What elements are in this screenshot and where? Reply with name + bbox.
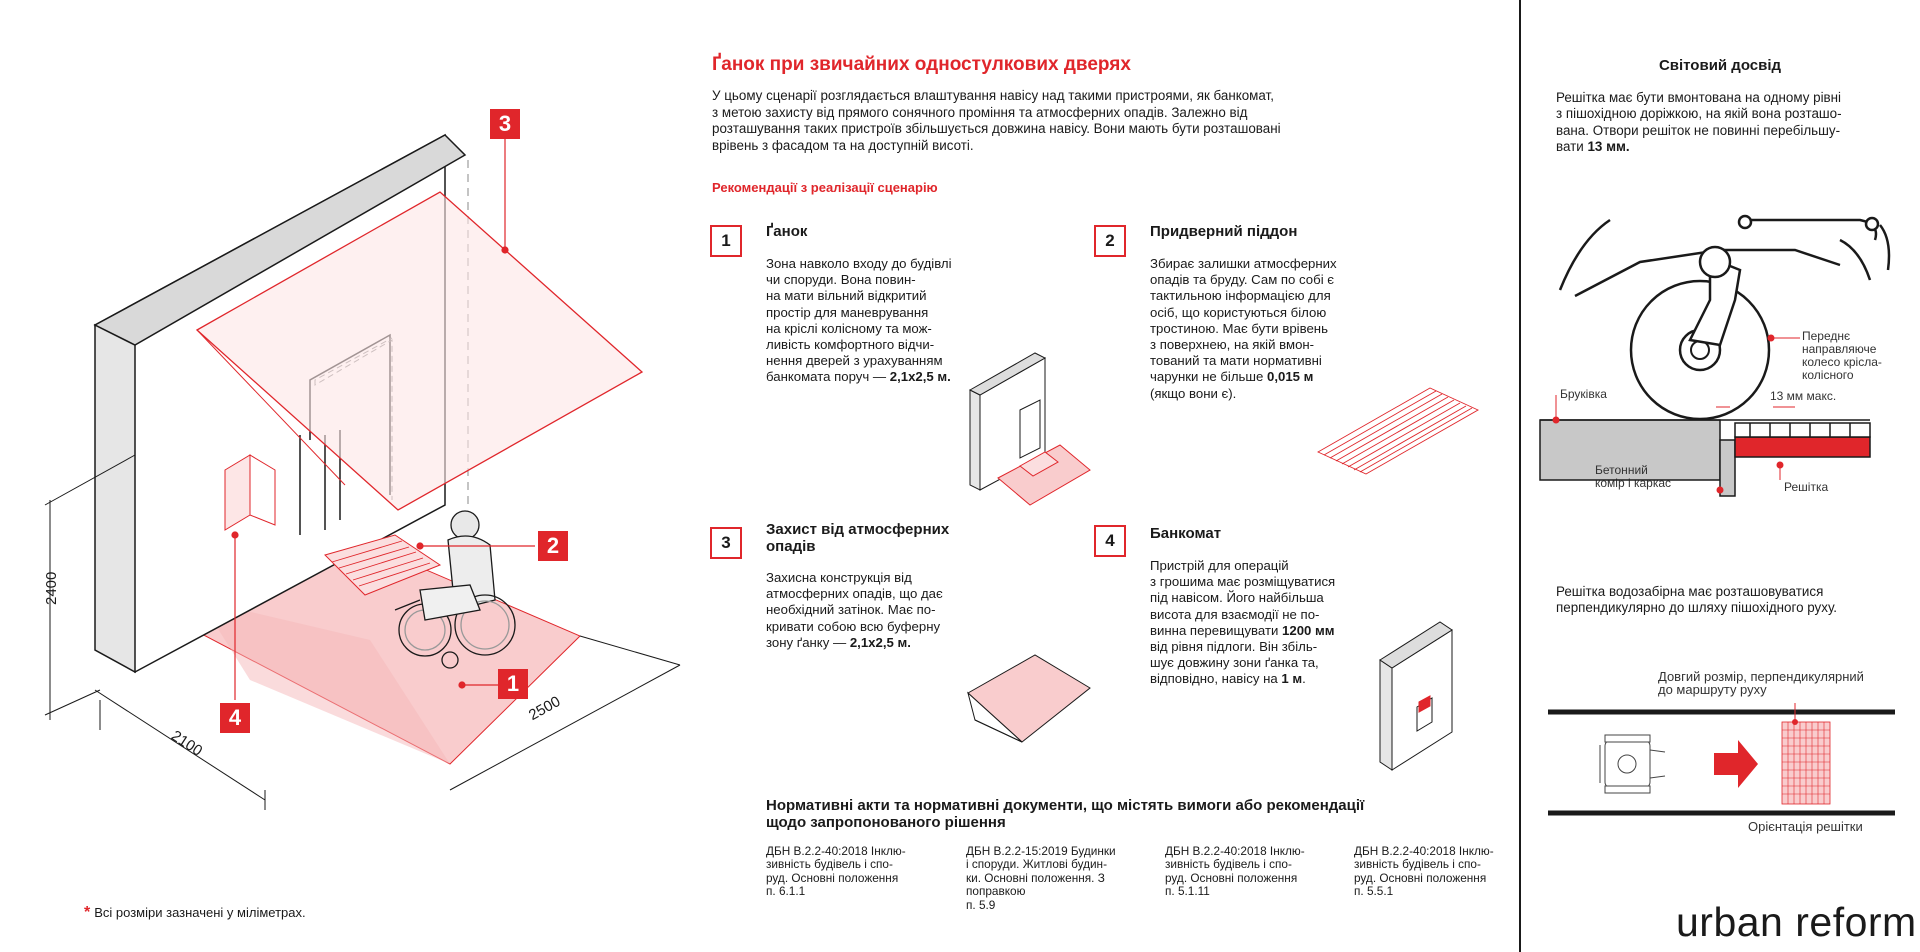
direction-arrow bbox=[1714, 740, 1758, 788]
intro-text: У цьому сценарії розглядається влаштуван… bbox=[712, 88, 1281, 153]
norm-doc-1: ДБН В.2.2-40:2018 Інклю- зивність будіве… bbox=[766, 844, 906, 899]
atm-mini-illustration bbox=[1379, 621, 1453, 771]
porch-mini-illustration bbox=[968, 352, 1091, 506]
page-title: Ґанок при звичайних одностулкових дверях bbox=[712, 54, 1131, 75]
label-long-side: Довгий розмір, перпендикулярний до маршр… bbox=[1658, 669, 1864, 697]
rec-1-number: 1 bbox=[710, 225, 742, 257]
entrance-isometric-illustration bbox=[44, 120, 681, 810]
canopy bbox=[195, 191, 644, 511]
rec-2-text: Збирає залишки атмосферних опадів та бру… bbox=[1150, 256, 1337, 401]
urban-reform-logo: urban reform bbox=[1676, 899, 1917, 945]
badge-2: 2 bbox=[538, 531, 568, 561]
world-text-1: Решітка має бути вмонтована на одному рі… bbox=[1556, 90, 1842, 155]
rec-3-text: Захисна конструкція від атмосферних опад… bbox=[766, 570, 943, 650]
label-13mm: 13 мм макс. bbox=[1770, 389, 1837, 403]
rec-1-title: Ґанок bbox=[766, 223, 808, 240]
front-caster-wheel bbox=[1629, 245, 1771, 421]
label-grate: Решітка bbox=[1784, 480, 1829, 494]
norm-doc-3: ДБН В.2.2-40:2018 Інклю- зивність будіве… bbox=[1165, 844, 1305, 899]
rec-2-title: Придверний піддон bbox=[1150, 223, 1298, 240]
label-front-wheel: Переднє направляюче колесо крісла- коліс… bbox=[1802, 329, 1882, 382]
rec-4-text: Пристрій для операцій з грошима має розм… bbox=[1150, 558, 1336, 687]
norms-title: Нормативні акти та нормативні документи,… bbox=[766, 797, 1365, 831]
wheelchair-plan-figure bbox=[1599, 734, 1666, 794]
norm-doc-4: ДБН В.2.2-40:2018 Інклю- зивність будіве… bbox=[1354, 844, 1494, 899]
canopy-mini-illustration bbox=[967, 654, 1091, 743]
label-paving: Бруківка bbox=[1560, 387, 1607, 401]
footnote-text: Всі розміри зазначені у міліметрах. bbox=[94, 905, 306, 920]
badge-4: 4 bbox=[220, 703, 250, 733]
rec-4-title: Банкомат bbox=[1150, 525, 1222, 542]
footnote-star: * bbox=[84, 904, 91, 921]
wheelchair-user-figure bbox=[394, 510, 516, 669]
label-grate-orientation: Орієнтація решітки bbox=[1748, 819, 1863, 834]
facade-wall-top bbox=[93, 134, 467, 346]
rec-4-number: 4 bbox=[1094, 525, 1126, 557]
doormat-mini-illustration bbox=[1317, 387, 1479, 475]
label-concrete: Бетонний комір і каркас bbox=[1595, 463, 1672, 490]
grate-section bbox=[1734, 436, 1871, 458]
badge-3: 3 bbox=[490, 109, 520, 139]
norm-doc-2: ДБН В.2.2-15:2019 Будинки і споруди. Жит… bbox=[966, 844, 1116, 912]
world-experience-title: Світовий досвід bbox=[1658, 57, 1782, 74]
world-text-2: Решітка водозабірна має розташовуватися … bbox=[1556, 584, 1838, 616]
badge-1: 1 bbox=[498, 669, 528, 699]
rec-3-title: Захист від атмосферних опадів bbox=[766, 521, 950, 555]
rec-2-number: 2 bbox=[1094, 225, 1126, 257]
footnote: * Всі розміри зазначені у міліметрах. bbox=[84, 904, 306, 922]
small-illustrations bbox=[967, 352, 1479, 771]
recommendations-heading: Рекомендації з реалізації сценарію bbox=[712, 180, 938, 195]
rec-1-text: Зона навколо входу до будівлі чи споруди… bbox=[766, 256, 952, 385]
rec-3-number: 3 bbox=[710, 527, 742, 559]
porch-zone-inner bbox=[200, 600, 450, 764]
vertical-divider bbox=[1519, 0, 1521, 952]
